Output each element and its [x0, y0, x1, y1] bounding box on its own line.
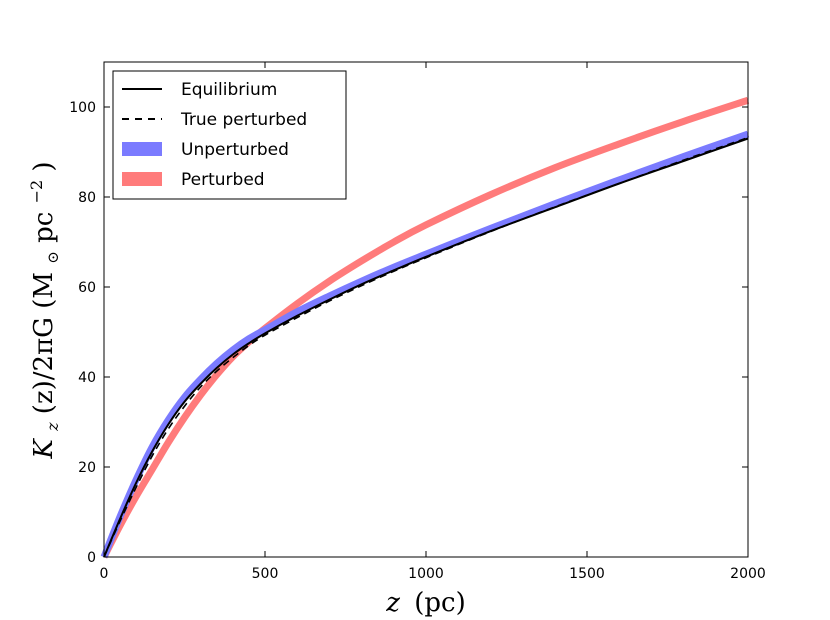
- y-axis-close: ): [29, 161, 59, 171]
- legend-frame: [112, 70, 347, 200]
- legend-label-equilibrium: Equilibrium: [181, 80, 277, 100]
- y-tick-label: 0: [87, 550, 96, 566]
- x-tick-label: 1500: [569, 566, 605, 582]
- legend-label-true-perturbed: True perturbed: [180, 110, 307, 130]
- legend: Equilibrium True perturbed Unperturbed P…: [112, 70, 347, 200]
- y-tick-label: 40: [78, 370, 96, 386]
- y-tick-label: 20: [78, 460, 96, 476]
- series-unperturbed: [100, 130, 750, 559]
- series-layer: [100, 96, 750, 559]
- x-tick-label: 2000: [730, 566, 766, 582]
- ticks-layer: 0 500 1000 1500 2000 0 20 40 60 80 100: [69, 62, 766, 582]
- x-tick-label: 1000: [408, 566, 444, 582]
- y-axis-unit: pc: [29, 212, 59, 243]
- y-axis-symbol: K: [29, 438, 59, 460]
- legend-label-unperturbed: Unperturbed: [181, 140, 289, 160]
- y-tick-label: 60: [78, 280, 96, 296]
- legend-swatch-unperturbed: [122, 142, 162, 156]
- legend-label-perturbed: Perturbed: [181, 170, 265, 190]
- y-axis-subscript: z: [43, 422, 62, 432]
- y-axis-text: (z)/2πG (M: [29, 272, 59, 414]
- x-tick-label: 500: [252, 566, 279, 582]
- x-axis-unit: (pc): [414, 588, 466, 618]
- y-tick-label: 80: [78, 190, 96, 206]
- y-axis-exponent: −2: [27, 180, 46, 204]
- y-axis-label: K z (z)/2πG (M ⊙ pc −2 ): [19, 161, 65, 459]
- x-axis-variable: z: [385, 588, 400, 618]
- y-tick-label: 100: [69, 100, 96, 116]
- series-true-perturbed: [103, 136, 749, 558]
- x-axis-label: z (pc): [385, 588, 465, 618]
- series-equilibrium: [103, 137, 749, 558]
- x-tick-label: 0: [100, 566, 109, 582]
- legend-swatch-perturbed: [122, 172, 162, 186]
- y-axis-sun-symbol: ⊙: [44, 251, 62, 264]
